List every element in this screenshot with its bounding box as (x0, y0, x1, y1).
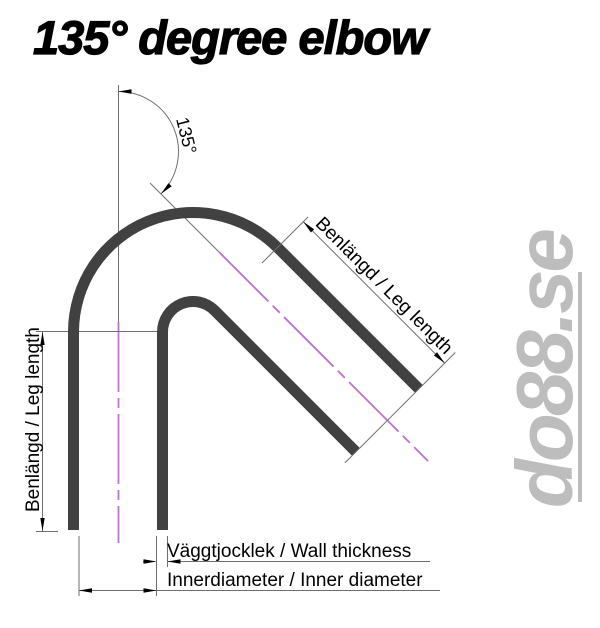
angle-label: 135° (172, 115, 200, 156)
inner-diameter-arrow-right-icon (143, 588, 157, 593)
angle-arrow-bottom-icon (160, 183, 172, 194)
wall-thickness-arrow-right-icon (143, 559, 157, 564)
wall-thickness-label: Väggtjocklek / Wall thickness (167, 541, 411, 562)
elbow-inner-wall (157, 295, 360, 530)
inner-diameter-label: Innerdiameter / Inner diameter (167, 570, 423, 591)
diagonal-centerline-extension (149, 182, 222, 255)
tube-end-face-line (344, 352, 456, 464)
inner-diameter-dimension: Innerdiameter / Inner diameter (79, 570, 440, 593)
do88-watermark: do88.se (500, 230, 589, 508)
leg-length-label-diagonal: Benlängd / Leg length (311, 213, 457, 359)
angle-arc (118, 91, 179, 195)
watermark-text: do88.se (500, 230, 589, 508)
leg-start-extension-line (261, 216, 309, 264)
elbow-tube (68, 206, 456, 530)
angle-dimension: 135° (118, 89, 201, 195)
inner-diameter-arrow-left-icon (79, 588, 92, 593)
diagonal-dim-arrow-start-icon (303, 221, 315, 233)
diagonal-leg-centerline (218, 251, 429, 462)
vertical-dim-arrow-bottom-icon (40, 518, 45, 531)
angle-arrow-top-icon (118, 89, 132, 94)
vertical-dim-arrow-top-icon (40, 332, 45, 345)
leg-length-dimension-diagonal: Benlängd / Leg length (261, 213, 457, 364)
page-title: 135° degree elbow (32, 10, 428, 64)
elbow-outer-wall (68, 206, 423, 530)
leg-length-dimension-vertical: Benlängd / Leg length (23, 327, 58, 532)
wall-thickness-arrow-left-icon (167, 559, 181, 564)
diagonal-dim-arrow-end-icon (433, 352, 445, 364)
diagonal-dimension-line (302, 221, 446, 364)
wall-thickness-dimension: Väggtjocklek / Wall thickness (78, 536, 430, 596)
centerlines (117, 85, 429, 543)
leg-length-label-vertical: Benlängd / Leg length (23, 327, 44, 512)
